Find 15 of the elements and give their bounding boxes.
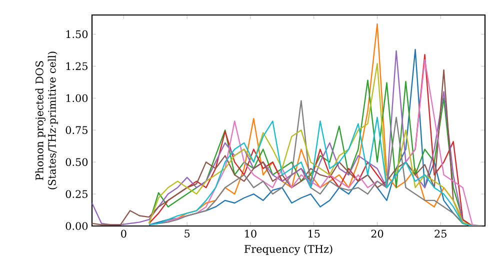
x-tick-label: 5: [184, 230, 190, 238]
x-tick-label: 0: [121, 230, 126, 238]
y-tick-label: 0.25: [66, 190, 88, 198]
x-axis-title: Frequency (THz): [244, 244, 332, 255]
y-axis-title: Phonon projected DOS (States/THz·primitive cell): [35, 52, 58, 190]
x-tick-label: 10: [245, 230, 256, 238]
y-tick-label: 0.00: [66, 222, 88, 230]
x-tick-label: 20: [371, 230, 384, 238]
y-tick-label: 1.00: [66, 94, 88, 102]
x-tick-label: 25: [434, 230, 446, 238]
y-tick-label: 1.25: [66, 62, 88, 70]
y-tick-label: 0.50: [66, 158, 88, 166]
y-tick-label: 0.75: [66, 126, 88, 134]
x-tick-label: 15: [308, 230, 320, 238]
y-tick-label: 1.50: [66, 30, 88, 38]
